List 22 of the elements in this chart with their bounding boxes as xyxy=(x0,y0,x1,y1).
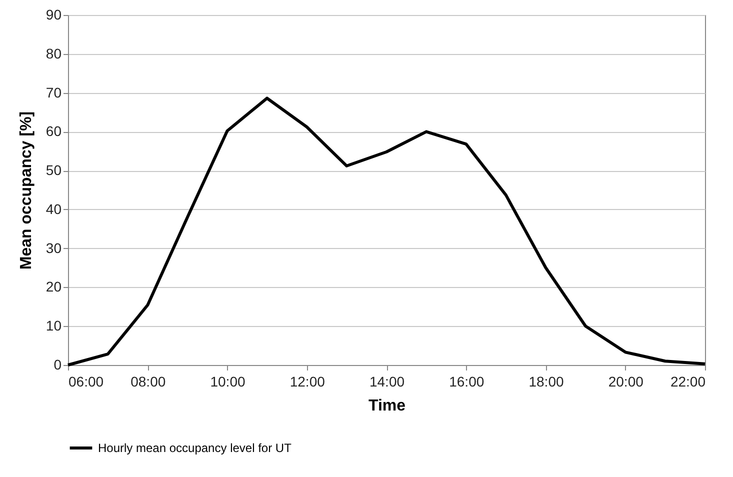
x-tick-label: 16:00 xyxy=(449,374,484,390)
x-tick-label: 22:00 xyxy=(670,374,706,390)
x-tick-label: 08:00 xyxy=(130,374,166,390)
y-tick-label: 90 xyxy=(46,6,62,22)
legend-label: Hourly mean occupancy level for UT xyxy=(98,441,292,455)
y-tick-label: 20 xyxy=(46,278,62,295)
y-tick-label: 80 xyxy=(46,45,62,62)
x-tick-label: 06:00 xyxy=(68,374,104,390)
y-tick-label: 30 xyxy=(46,240,62,256)
y-axis-title: Mean occupancy [%] xyxy=(18,111,35,270)
x-axis-title: Time xyxy=(368,398,406,414)
y-tick-label: 0 xyxy=(54,356,62,372)
x-tick-label: 20:00 xyxy=(608,374,644,390)
y-tick-label: 70 xyxy=(46,84,62,100)
y-tick-label: 10 xyxy=(46,318,62,334)
x-tick-label: 10:00 xyxy=(210,374,246,390)
x-tick-label: 18:00 xyxy=(528,374,564,390)
y-tick-label: 60 xyxy=(46,123,62,140)
y-tick-label: 40 xyxy=(46,200,62,217)
y-tick-label: 50 xyxy=(46,162,62,178)
x-tick-label: 14:00 xyxy=(369,374,405,390)
x-tick-label: 12:00 xyxy=(290,374,326,390)
